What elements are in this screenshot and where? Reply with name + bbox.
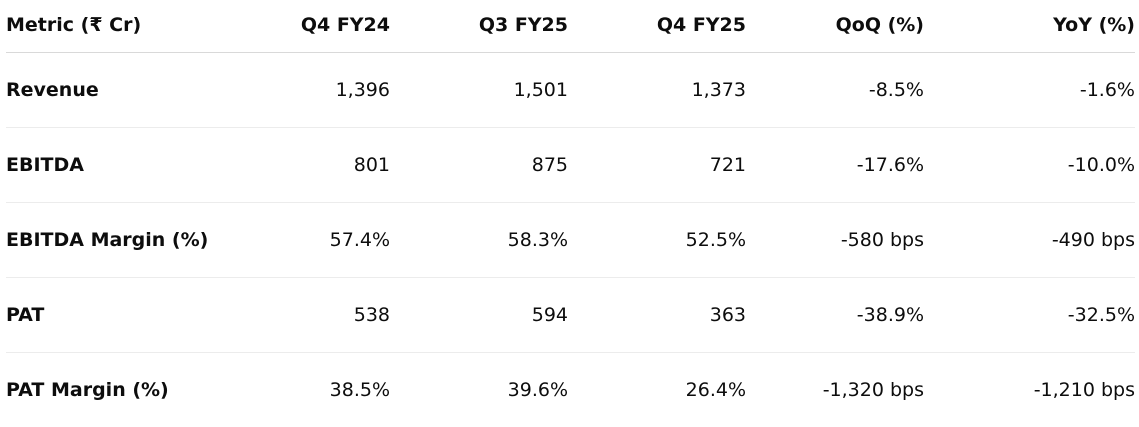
- cell-q3-fy25: 875: [390, 128, 568, 203]
- cell-q4-fy25: 721: [568, 128, 746, 203]
- cell-q4-fy24: 1,396: [224, 53, 390, 128]
- cell-metric: EBITDA Margin (%): [6, 203, 224, 278]
- cell-yoy: -490 bps: [924, 203, 1135, 278]
- cell-qoq: -8.5%: [746, 53, 924, 128]
- header-metric: Metric (₹ Cr): [6, 0, 224, 53]
- cell-q4-fy24: 538: [224, 278, 390, 353]
- cell-yoy: -1,210 bps: [924, 353, 1135, 427]
- table-row: EBITDA Margin (%) 57.4% 58.3% 52.5% -580…: [6, 203, 1135, 278]
- cell-q4-fy25: 52.5%: [568, 203, 746, 278]
- cell-qoq: -1,320 bps: [746, 353, 924, 427]
- cell-q4-fy24: 57.4%: [224, 203, 390, 278]
- cell-q3-fy25: 39.6%: [390, 353, 568, 427]
- cell-q4-fy24: 801: [224, 128, 390, 203]
- header-q4-fy24: Q4 FY24: [224, 0, 390, 53]
- cell-qoq: -17.6%: [746, 128, 924, 203]
- cell-yoy: -32.5%: [924, 278, 1135, 353]
- header-q4-fy25: Q4 FY25: [568, 0, 746, 53]
- table-row: PAT 538 594 363 -38.9% -32.5%: [6, 278, 1135, 353]
- cell-q3-fy25: 58.3%: [390, 203, 568, 278]
- table-body: Revenue 1,396 1,501 1,373 -8.5% -1.6% EB…: [6, 53, 1135, 427]
- header-qoq: QoQ (%): [746, 0, 924, 53]
- table-row: Revenue 1,396 1,501 1,373 -8.5% -1.6%: [6, 53, 1135, 128]
- cell-qoq: -38.9%: [746, 278, 924, 353]
- cell-q4-fy25: 363: [568, 278, 746, 353]
- cell-yoy: -1.6%: [924, 53, 1135, 128]
- header-yoy: YoY (%): [924, 0, 1135, 53]
- header-row: Metric (₹ Cr) Q4 FY24 Q3 FY25 Q4 FY25 Qo…: [6, 0, 1135, 53]
- cell-q3-fy25: 594: [390, 278, 568, 353]
- financial-results-table: Metric (₹ Cr) Q4 FY24 Q3 FY25 Q4 FY25 Qo…: [6, 0, 1135, 427]
- table-row: EBITDA 801 875 721 -17.6% -10.0%: [6, 128, 1135, 203]
- table-row: PAT Margin (%) 38.5% 39.6% 26.4% -1,320 …: [6, 353, 1135, 427]
- cell-q3-fy25: 1,501: [390, 53, 568, 128]
- cell-metric: EBITDA: [6, 128, 224, 203]
- cell-metric: Revenue: [6, 53, 224, 128]
- table-header: Metric (₹ Cr) Q4 FY24 Q3 FY25 Q4 FY25 Qo…: [6, 0, 1135, 53]
- header-q3-fy25: Q3 FY25: [390, 0, 568, 53]
- cell-q4-fy25: 1,373: [568, 53, 746, 128]
- cell-metric: PAT: [6, 278, 224, 353]
- cell-q4-fy25: 26.4%: [568, 353, 746, 427]
- cell-qoq: -580 bps: [746, 203, 924, 278]
- financial-results-table-container: Metric (₹ Cr) Q4 FY24 Q3 FY25 Q4 FY25 Qo…: [6, 0, 1135, 427]
- cell-q4-fy24: 38.5%: [224, 353, 390, 427]
- cell-yoy: -10.0%: [924, 128, 1135, 203]
- cell-metric: PAT Margin (%): [6, 353, 224, 427]
